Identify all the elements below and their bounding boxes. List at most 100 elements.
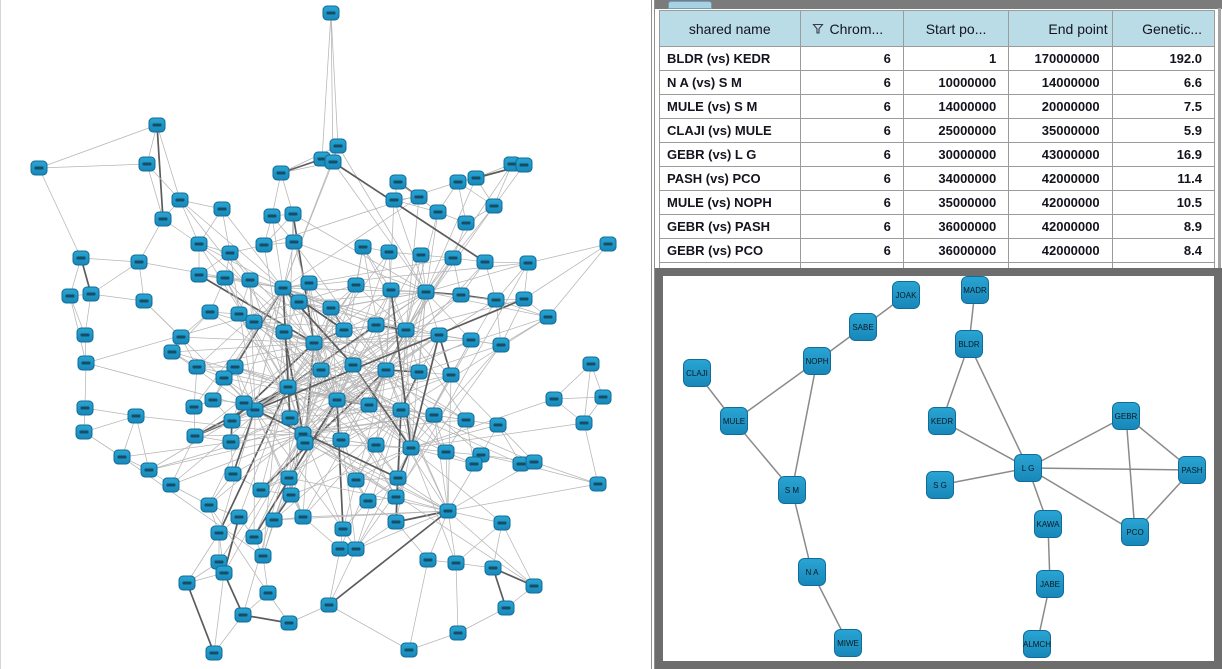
- network-node[interactable]: [190, 267, 208, 283]
- network-node-almch[interactable]: ALMCH: [1023, 630, 1051, 658]
- network-node[interactable]: [245, 314, 263, 330]
- network-node[interactable]: [347, 541, 365, 557]
- network-node[interactable]: [575, 415, 593, 431]
- network-node[interactable]: [255, 237, 273, 253]
- network-node[interactable]: [387, 489, 405, 505]
- network-node-bldr[interactable]: BLDR: [955, 330, 983, 358]
- network-node[interactable]: [449, 625, 467, 641]
- network-node[interactable]: [354, 239, 372, 255]
- network-node[interactable]: [76, 327, 94, 343]
- network-node-kawa[interactable]: KAWA: [1034, 510, 1062, 538]
- network-node[interactable]: [154, 211, 172, 227]
- network-node[interactable]: [331, 541, 349, 557]
- network-view-main[interactable]: [0, 0, 653, 669]
- network-node[interactable]: [402, 440, 420, 456]
- network-node-noph[interactable]: NOPH: [803, 347, 831, 375]
- network-node[interactable]: [113, 449, 131, 465]
- network-node[interactable]: [290, 294, 308, 310]
- network-node[interactable]: [254, 548, 272, 564]
- table-row[interactable]: CLAJI (vs) MULE 6 25000000 35000000 5.9: [659, 118, 1216, 143]
- network-node[interactable]: [235, 395, 253, 411]
- network-node[interactable]: [162, 477, 180, 493]
- network-node[interactable]: [489, 417, 507, 433]
- network-node[interactable]: [178, 575, 196, 591]
- network-node-mule[interactable]: MULE: [720, 407, 748, 435]
- network-node[interactable]: [305, 335, 323, 351]
- network-node[interactable]: [72, 250, 90, 266]
- network-node[interactable]: [417, 284, 435, 300]
- network-node-madr[interactable]: MADR: [961, 276, 989, 304]
- network-node[interactable]: [392, 402, 410, 418]
- network-node[interactable]: [185, 399, 203, 415]
- network-node-miwe[interactable]: MIWE: [834, 629, 862, 657]
- network-node[interactable]: [442, 367, 460, 383]
- network-node[interactable]: [492, 337, 510, 353]
- network-node[interactable]: [274, 280, 292, 296]
- network-node[interactable]: [412, 247, 430, 263]
- network-node[interactable]: [188, 359, 206, 375]
- network-node[interactable]: [223, 413, 241, 429]
- network-node[interactable]: [359, 493, 377, 509]
- network-node-gebr[interactable]: GEBR: [1112, 402, 1140, 430]
- network-node-pco[interactable]: PCO: [1121, 518, 1149, 546]
- network-node[interactable]: [582, 356, 600, 372]
- network-node[interactable]: [275, 324, 293, 340]
- network-node[interactable]: [430, 327, 448, 343]
- network-node[interactable]: [447, 555, 465, 571]
- network-node[interactable]: [148, 117, 166, 133]
- network-node[interactable]: [449, 174, 467, 190]
- network-node[interactable]: [215, 370, 233, 386]
- network-node[interactable]: [465, 456, 483, 472]
- network-node-n-a[interactable]: N A: [798, 558, 826, 586]
- table-row[interactable]: GEBR (vs) L G 6 30000000 43000000 16.9: [659, 142, 1216, 167]
- network-node[interactable]: [76, 400, 94, 416]
- network-node[interactable]: [487, 292, 505, 308]
- network-node[interactable]: [439, 503, 457, 519]
- network-node-s-m[interactable]: S M: [778, 476, 806, 504]
- network-node-s-g[interactable]: S G: [926, 471, 954, 499]
- column-header-end-point[interactable]: End point: [1008, 10, 1113, 47]
- table-row[interactable]: MULE (vs) S M 6 14000000 20000000 7.5: [659, 94, 1216, 119]
- network-node[interactable]: [210, 525, 228, 541]
- column-header-chromosome[interactable]: Chrom...: [799, 10, 904, 47]
- network-node[interactable]: [282, 487, 300, 503]
- network-node[interactable]: [367, 437, 385, 453]
- network-node[interactable]: [200, 497, 218, 513]
- table-scrollbar-thumb[interactable]: [668, 1, 712, 9]
- network-node[interactable]: [497, 600, 515, 616]
- network-node[interactable]: [201, 304, 219, 320]
- network-node[interactable]: [284, 206, 302, 222]
- network-node[interactable]: [493, 515, 511, 531]
- network-node[interactable]: [163, 344, 181, 360]
- table-row[interactable]: GEBR (vs) PASH 6 36000000 42000000 8.9: [659, 214, 1216, 239]
- network-node[interactable]: [429, 204, 447, 220]
- network-node[interactable]: [334, 521, 352, 537]
- network-node[interactable]: [294, 509, 312, 525]
- column-header-shared-name[interactable]: shared name: [659, 10, 801, 47]
- network-node[interactable]: [272, 165, 290, 181]
- network-node[interactable]: [230, 306, 248, 322]
- network-node[interactable]: [437, 444, 455, 460]
- network-node[interactable]: [389, 470, 407, 486]
- network-node[interactable]: [320, 597, 338, 613]
- network-node-sabe[interactable]: SABE: [849, 313, 877, 341]
- network-node[interactable]: [82, 286, 100, 302]
- network-node[interactable]: [265, 512, 283, 528]
- network-node[interactable]: [347, 472, 365, 488]
- network-node[interactable]: [525, 454, 543, 470]
- network-node[interactable]: [140, 462, 158, 478]
- network-node[interactable]: [221, 245, 239, 261]
- network-node[interactable]: [389, 174, 407, 190]
- network-node[interactable]: [515, 291, 533, 307]
- network-node[interactable]: [263, 208, 281, 224]
- network-node[interactable]: [215, 565, 233, 581]
- network-node[interactable]: [234, 607, 252, 623]
- network-node[interactable]: [171, 192, 189, 208]
- network-node[interactable]: [61, 288, 79, 304]
- network-node[interactable]: [425, 407, 443, 423]
- main-network-canvas[interactable]: [1, 0, 653, 669]
- network-node[interactable]: [594, 389, 612, 405]
- network-node[interactable]: [138, 156, 156, 172]
- network-node[interactable]: [296, 435, 314, 451]
- network-view-secondary[interactable]: JOAK SABE NOPH CLAJI MULE S M N A MIWE MADR BLDR K…: [655, 268, 1222, 669]
